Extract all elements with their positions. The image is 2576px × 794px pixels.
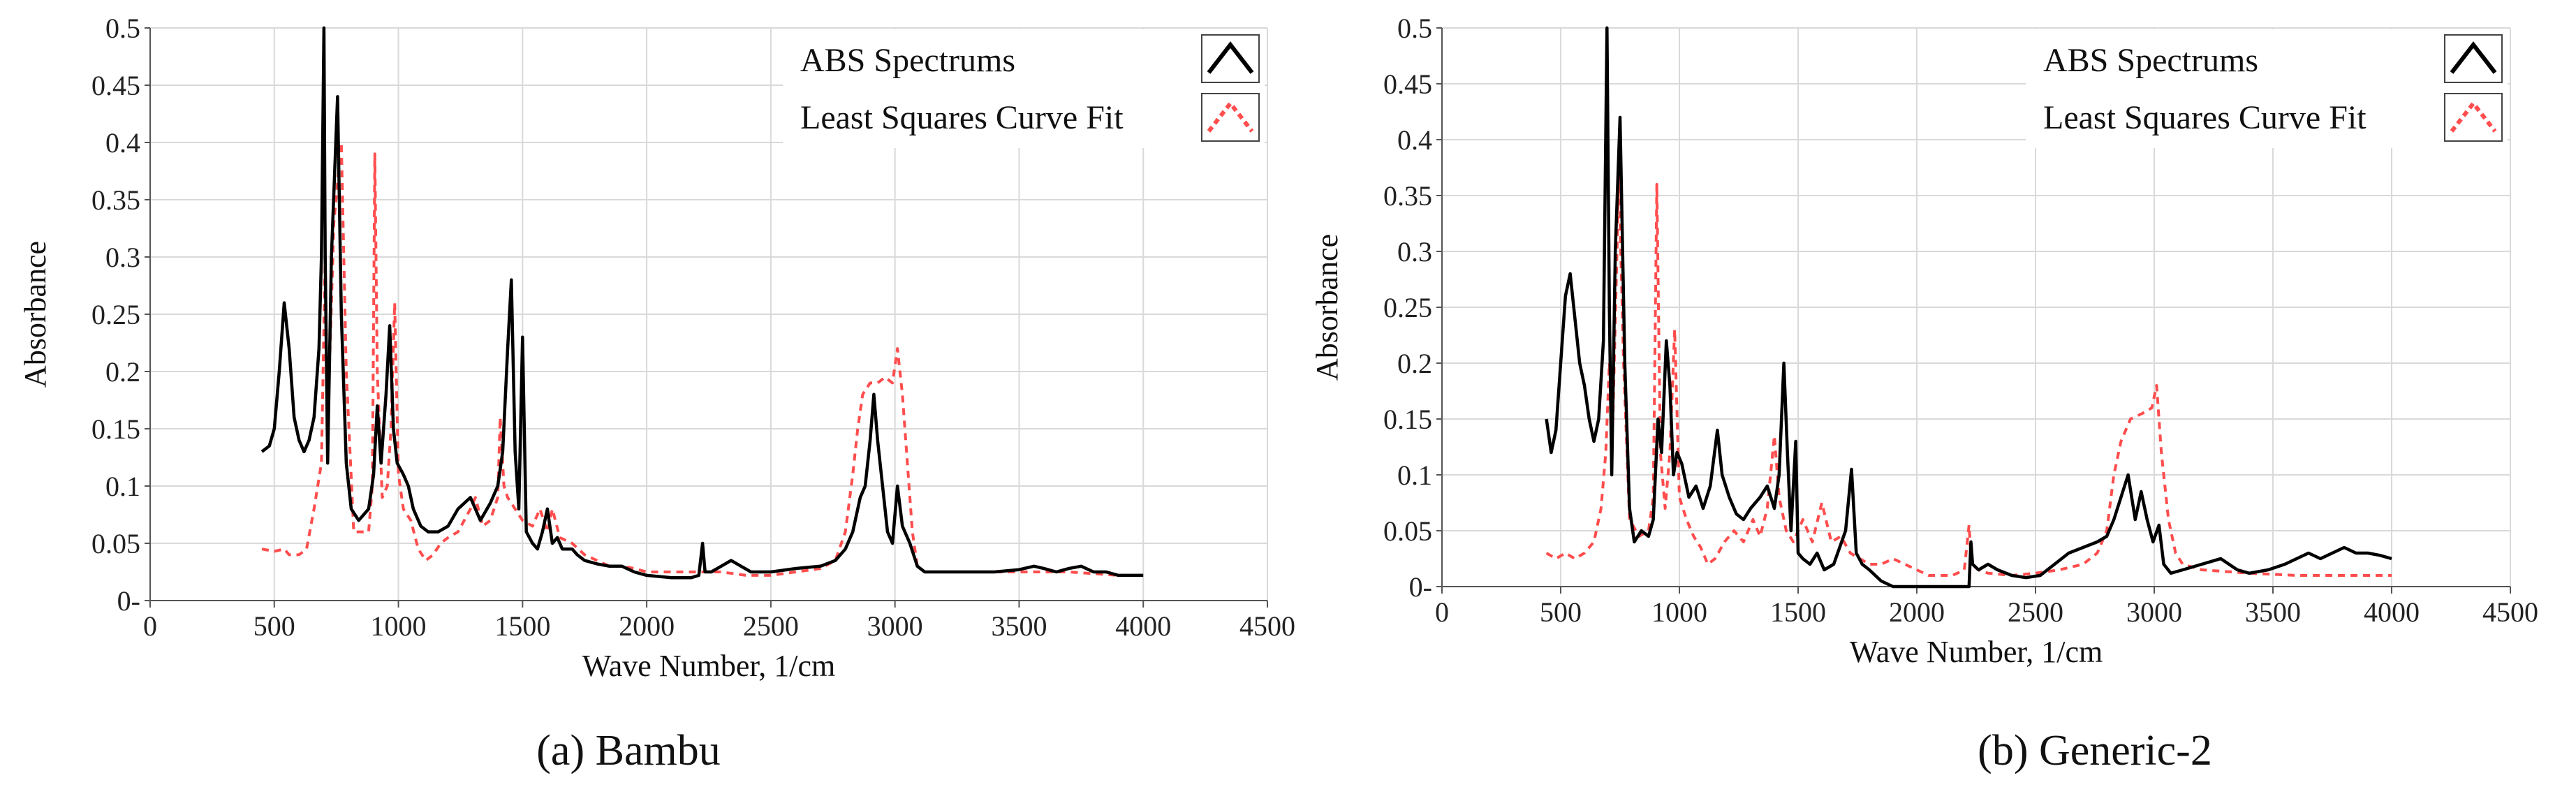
legend-swatch-frame xyxy=(2444,93,2503,142)
series-line-abs-spectrums xyxy=(1545,26,2392,589)
y-tick-label: 0.4 xyxy=(1397,124,1432,156)
x-tick-label: 0 xyxy=(143,610,157,642)
y-tick-label: 0.3 xyxy=(105,242,140,273)
x-tick-label: 4500 xyxy=(1239,610,1295,642)
series-layer xyxy=(1545,26,2392,589)
legend-entry-abs-spectrums: ABS Spectrums xyxy=(2043,42,2258,79)
legend: ABS Spectrums Least Squares Curve Fit xyxy=(783,29,1265,148)
x-tick-label: 3500 xyxy=(991,610,1047,642)
y-tick-label: 0- xyxy=(1409,571,1432,603)
legend-swatch-frame xyxy=(1201,93,1260,142)
x-tick-label: 4000 xyxy=(1115,610,1171,642)
y-tick-label: 0.05 xyxy=(1383,515,1432,547)
legend-entry-least-squares: Least Squares Curve Fit xyxy=(2043,99,2367,136)
axes xyxy=(145,27,1268,608)
y-tick-label: 0.1 xyxy=(105,471,140,502)
caption-generic-2: (b) Generic-2 xyxy=(1978,727,2212,774)
caption-bambu: (a) Bambu xyxy=(536,727,720,774)
y-tick-labels: 0- 0.05 0.1 0.15 0.2 0.25 0.3 0.35 0.4 0.45 0.5 xyxy=(1383,13,1432,603)
legend-swatch-least-squares xyxy=(1201,93,1260,142)
x-tick-label: 500 xyxy=(253,610,295,642)
x-tick-label: 4000 xyxy=(2364,596,2420,628)
y-tick-label: 0.2 xyxy=(105,356,140,388)
x-tick-label: 1000 xyxy=(371,610,427,642)
y-tick-label: 0.45 xyxy=(1383,68,1432,100)
legend-entry-least-squares: Least Squares Curve Fit xyxy=(800,99,1124,136)
x-tick-label: 1500 xyxy=(494,610,550,642)
legend-entry-abs-spectrums: ABS Spectrums xyxy=(800,42,1015,79)
chart-panel-generic-2: 0 500 1000 1500 2000 2500 3000 3500 4000 4500 0-0… xyxy=(1310,13,2538,774)
legend-swatch-least-squares xyxy=(2444,93,2503,142)
y-tick-label: 0- xyxy=(117,585,140,617)
series-layer xyxy=(260,26,1144,580)
y-tick-label: 0.2 xyxy=(1397,348,1432,379)
legend-swatch-abs-spectrums xyxy=(2444,34,2503,83)
y-tick-label: 0.1 xyxy=(1397,460,1432,491)
legend-swatch-line xyxy=(1207,41,1254,74)
x-tick-label: 2000 xyxy=(1889,596,1945,628)
x-tick-label: 1000 xyxy=(1651,596,1707,628)
y-axis-label: Absorbance xyxy=(1310,234,1344,381)
series-line-least-squares-fit xyxy=(1545,172,2392,577)
series-line-abs-spectrums xyxy=(260,26,1144,580)
x-tick-label: 0 xyxy=(1435,596,1449,628)
y-tick-label: 0.25 xyxy=(91,299,140,330)
legend-swatch-abs-spectrums xyxy=(1201,34,1260,83)
x-tick-label: 500 xyxy=(1540,596,1582,628)
legend-swatch-line xyxy=(2450,100,2497,133)
x-tick-labels: 0 500 1000 1500 2000 2500 3000 3500 4000 4500 xyxy=(143,610,1295,642)
x-tick-label: 3000 xyxy=(867,610,923,642)
y-tick-label: 0.5 xyxy=(1397,13,1432,44)
y-tick-label: 0.5 xyxy=(105,13,140,44)
chart-panel-bambu: 0 500 1000 1500 2000 2500 3000 3500 4000 4500 0-0… xyxy=(18,13,1295,774)
legend-swatch-line xyxy=(1207,100,1254,133)
y-tick-label: 0.35 xyxy=(1383,180,1432,212)
y-tick-labels: 0- 0.05 0.1 0.15 0.2 0.25 0.3 0.35 0.4 0.45 0.5 xyxy=(91,13,140,617)
legend-background xyxy=(783,29,1265,148)
y-axis-label: Absorbance xyxy=(18,241,52,388)
x-tick-label: 2500 xyxy=(743,610,799,642)
x-tick-labels: 0 500 1000 1500 2000 2500 3000 3500 4000 4500 xyxy=(1435,596,2538,628)
x-tick-label: 4500 xyxy=(2482,596,2538,628)
y-tick-label: 0.25 xyxy=(1383,292,1432,323)
y-tick-label: 0.15 xyxy=(91,413,140,445)
x-tick-label: 2000 xyxy=(619,610,675,642)
legend: ABS Spectrums Least Squares Curve Fit xyxy=(2026,29,2508,148)
series-line-least-squares-fit xyxy=(261,141,1144,577)
x-axis-label: Wave Number, 1/cm xyxy=(1850,635,2103,669)
legend-background xyxy=(2026,29,2508,148)
y-tick-label: 0.05 xyxy=(91,528,140,559)
y-tick-label: 0.35 xyxy=(91,184,140,216)
x-tick-label: 2500 xyxy=(2008,596,2063,628)
x-tick-label: 1500 xyxy=(1770,596,1826,628)
axes xyxy=(1436,27,2511,594)
y-tick-label: 0.3 xyxy=(1397,236,1432,267)
y-tick-label: 0.45 xyxy=(91,70,140,101)
x-tick-label: 3000 xyxy=(2126,596,2182,628)
x-axis-label: Wave Number, 1/cm xyxy=(582,649,835,683)
y-tick-label: 0.4 xyxy=(105,127,140,159)
x-tick-label: 3500 xyxy=(2245,596,2301,628)
y-tick-label: 0.15 xyxy=(1383,404,1432,435)
legend-swatch-line xyxy=(2450,41,2497,74)
